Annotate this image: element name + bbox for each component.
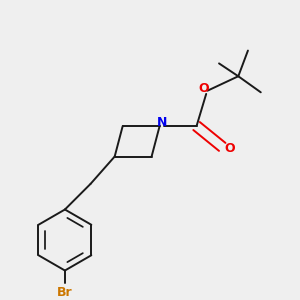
Text: O: O <box>224 142 235 155</box>
Text: Br: Br <box>57 286 73 299</box>
Text: O: O <box>198 82 209 94</box>
Text: N: N <box>157 116 167 129</box>
